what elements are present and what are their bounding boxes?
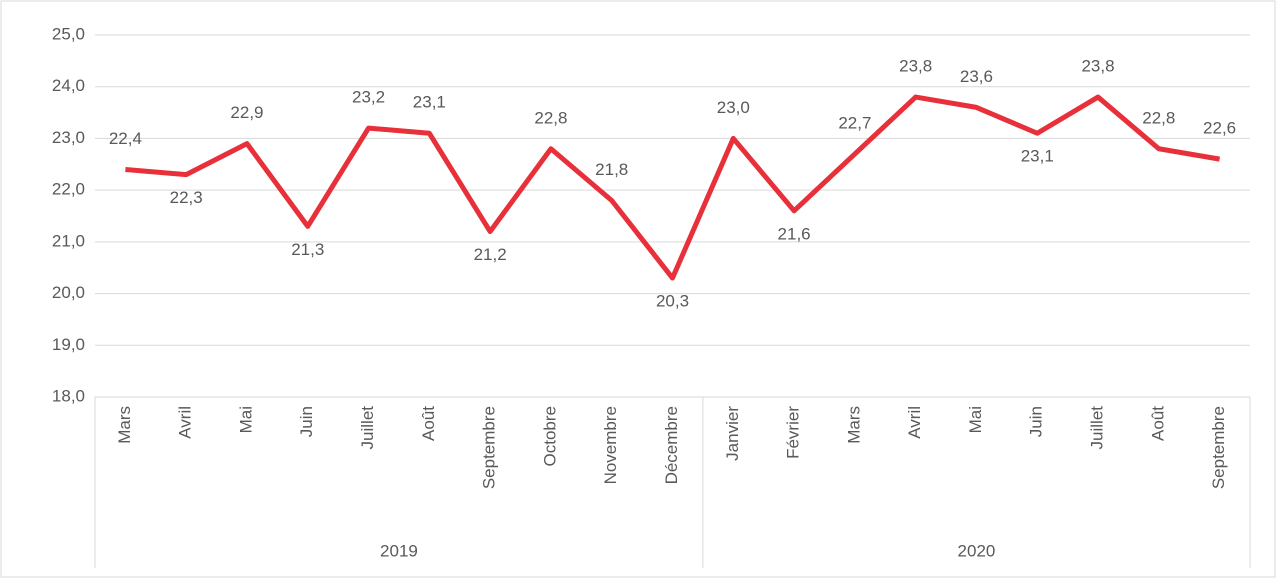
y-tick-label: 18,0 — [52, 386, 85, 405]
data-label: 23,8 — [1081, 57, 1114, 76]
data-label: 21,3 — [291, 240, 324, 259]
x-tick-label: Mars — [844, 406, 863, 444]
y-tick-label: 23,0 — [52, 128, 85, 147]
y-tick-label: 20,0 — [52, 283, 85, 302]
data-label: 23,1 — [413, 93, 446, 112]
x-tick-label: Décembre — [662, 406, 681, 484]
data-label: 22,4 — [109, 129, 142, 148]
x-tick-label: Avril — [905, 406, 924, 439]
x-tick-label: Avril — [176, 406, 195, 439]
x-tick-label: Août — [419, 406, 438, 441]
data-label: 22,9 — [230, 103, 263, 122]
data-label: 22,6 — [1203, 119, 1236, 138]
x-tick-label: Juillet — [358, 406, 377, 450]
x-tick-label: Octobre — [540, 406, 559, 466]
y-tick-label: 25,0 — [52, 24, 85, 43]
data-label: 23,1 — [1021, 147, 1054, 166]
data-label: 23,6 — [960, 67, 993, 86]
line-series — [125, 94, 1221, 281]
x-tick-label: Juillet — [1088, 406, 1107, 450]
data-label: 21,2 — [474, 245, 507, 264]
x-tick-label: Septembre — [480, 406, 499, 489]
y-tick-label: 21,0 — [52, 231, 85, 250]
y-tick-label: 24,0 — [52, 76, 85, 95]
x-tick-label: Janvier — [723, 406, 742, 461]
x-tick-label: Mai — [966, 406, 985, 433]
y-tick-label: 19,0 — [52, 335, 85, 354]
y-tick-label: 22,0 — [52, 180, 85, 199]
group-label: 2019 — [380, 541, 418, 560]
data-label: 22,8 — [1142, 108, 1175, 127]
data-label: 23,0 — [717, 98, 750, 117]
x-tick-label: Février — [784, 406, 803, 459]
x-tick-label: Août — [1148, 406, 1167, 441]
data-label: 20,3 — [656, 292, 689, 311]
data-label: 21,8 — [595, 160, 628, 179]
x-tick-label: Juin — [1027, 406, 1046, 437]
data-label: 23,2 — [352, 88, 385, 107]
x-tick-label: Juin — [297, 406, 316, 437]
data-label: 22,3 — [170, 188, 203, 207]
data-label: 21,6 — [778, 224, 811, 243]
data-label: 22,7 — [838, 113, 871, 132]
data-label: 22,8 — [534, 108, 567, 127]
x-tick-label: Novembre — [601, 406, 620, 484]
data-label: 23,8 — [899, 57, 932, 76]
x-tick-label: Mai — [236, 406, 255, 433]
x-tick-label: Septembre — [1209, 406, 1228, 489]
group-label: 2020 — [958, 541, 996, 560]
x-tick-label: Mars — [115, 406, 134, 444]
